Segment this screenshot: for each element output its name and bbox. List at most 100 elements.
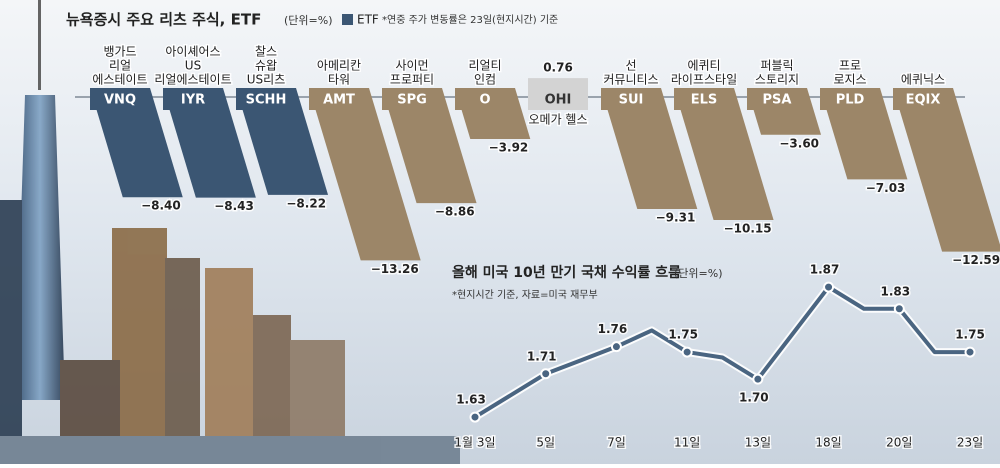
bar-name: 아메리칸 xyxy=(317,59,361,73)
bar xyxy=(382,88,477,204)
ticker-band xyxy=(893,88,953,110)
value-label: 1.87 xyxy=(810,263,840,277)
value-label: −8.40 xyxy=(141,199,181,213)
ticker: EQIX xyxy=(906,93,941,108)
x-tick-label: 13일 xyxy=(745,436,771,450)
ticker: IYR xyxy=(181,93,205,108)
x-tick-label: 11일 xyxy=(674,436,700,450)
bar xyxy=(163,88,256,198)
x-tick-label: 1월 3일 xyxy=(454,436,495,450)
skyline xyxy=(0,0,460,464)
point xyxy=(964,346,976,358)
ticker-band xyxy=(90,88,150,110)
ticker-band xyxy=(382,88,442,110)
value-label: 1.70 xyxy=(739,391,769,405)
x-tick-label: 18일 xyxy=(815,436,841,450)
line xyxy=(473,285,970,419)
bar-name: 리얼 xyxy=(109,59,131,73)
bar-name: 뱅가드 xyxy=(103,45,136,59)
legend-swatch xyxy=(342,14,353,25)
bar-name: 찰스 xyxy=(255,45,277,59)
bar xyxy=(601,88,698,210)
x-tick-label: 23일 xyxy=(957,436,983,450)
bar-name: 커뮤니티스 xyxy=(603,73,658,87)
ticker-band xyxy=(236,88,296,110)
bar xyxy=(674,88,774,220)
x-tick-label: 5일 xyxy=(536,436,555,450)
value-label: −13.26 xyxy=(371,262,419,276)
bar-name: 사이먼 xyxy=(395,59,428,73)
value-label: −3.60 xyxy=(779,136,819,150)
bar-name: 에퀴닉스 xyxy=(901,73,945,87)
point xyxy=(469,411,481,423)
point xyxy=(610,341,622,353)
value-label: 1.71 xyxy=(527,349,557,363)
bar-name: 스토리지 xyxy=(755,73,799,87)
ticker-band xyxy=(163,88,223,110)
bar-name: 로지스 xyxy=(833,73,866,87)
point xyxy=(540,368,552,380)
bar-name: 라이프스타일 xyxy=(671,73,737,87)
value-label: −7.03 xyxy=(866,181,906,195)
value-label: −9.31 xyxy=(656,211,696,225)
ticker: PLD xyxy=(836,93,865,108)
bar-name: 인컴 xyxy=(474,73,496,87)
bar xyxy=(528,78,588,88)
ticker-band xyxy=(601,88,661,110)
bar-name: 아이셰어스 xyxy=(165,45,220,59)
value-label: −8.86 xyxy=(435,205,475,219)
bar xyxy=(820,88,908,180)
bar-name: 리얼티 xyxy=(468,59,501,73)
value-label: −8.43 xyxy=(214,199,254,213)
value-label: −8.22 xyxy=(286,196,326,210)
bar-name: 에스테이트 xyxy=(92,73,147,87)
value-label: 0.76 xyxy=(543,61,573,75)
bar xyxy=(893,88,1000,252)
x-tick-label: 7일 xyxy=(607,436,626,450)
ticker: SUI xyxy=(619,93,644,108)
ticker: ELS xyxy=(691,93,718,108)
value-label: 1.75 xyxy=(955,328,985,342)
point xyxy=(823,281,835,293)
bar-name: 슈왑 xyxy=(255,59,277,73)
bar-name: 오메가 헬스 xyxy=(528,113,587,127)
bar-unit: (단위=%) xyxy=(284,14,333,27)
value-label: −12.59 xyxy=(952,253,1000,267)
ticker: SCHH xyxy=(246,93,287,108)
value-label: −10.15 xyxy=(724,221,772,235)
value-label: 1.76 xyxy=(598,322,628,336)
line-unit: (단위=%) xyxy=(674,267,723,280)
bar xyxy=(236,88,329,195)
value-label: 1.83 xyxy=(880,284,910,298)
ticker: AMT xyxy=(323,93,355,108)
ticker: PSA xyxy=(763,93,792,108)
bar-note: *연중 주가 변동률은 23일(현지시간) 기준 xyxy=(382,14,558,26)
bar-title: 뉴욕증시 주요 리츠 주식, ETF xyxy=(66,11,261,29)
bar xyxy=(309,88,421,261)
ticker-band xyxy=(820,88,880,110)
x-tick-label: 20일 xyxy=(886,436,912,450)
value-label: −3.92 xyxy=(489,140,529,154)
value-label: 1.63 xyxy=(456,393,486,407)
bar-name: 선 xyxy=(625,59,636,73)
line-title: 올해 미국 10년 만기 국채 수익률 흐름 xyxy=(452,264,681,281)
bar-name: 에퀴티 xyxy=(687,59,720,73)
ticker-band xyxy=(455,88,515,110)
ticker-band xyxy=(747,88,807,110)
point xyxy=(752,373,764,385)
ticker-band xyxy=(674,88,734,110)
bar-name: 프로퍼티 xyxy=(390,73,434,87)
bar xyxy=(90,88,183,198)
ticker-band xyxy=(309,88,369,110)
bar-name: 프로 xyxy=(839,59,861,73)
ticker-band xyxy=(528,88,588,110)
ticker: SPG xyxy=(397,93,427,108)
bar-name: US리츠 xyxy=(247,73,285,87)
bar-name: US xyxy=(185,59,201,73)
ticker: OHI xyxy=(545,93,572,108)
bar-name: 타워 xyxy=(328,73,350,87)
legend-label: ETF xyxy=(357,13,379,27)
point xyxy=(681,346,693,358)
ticker: O xyxy=(479,93,490,108)
